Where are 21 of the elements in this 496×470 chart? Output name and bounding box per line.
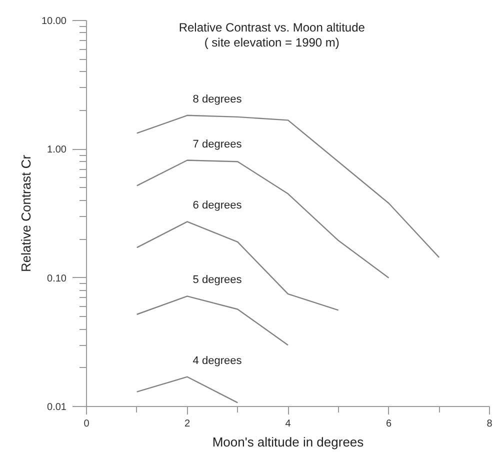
line-series	[136, 114, 440, 258]
y-axis-title: Relative Contrast Cr	[18, 154, 34, 272]
text: ( site elevation = 1990 m)	[204, 36, 340, 50]
x-tick-label: 6	[386, 418, 392, 430]
x-tick-label: 0	[84, 418, 90, 430]
x-tick-label: 2	[184, 418, 190, 430]
y-tick-label: 0.01	[47, 402, 67, 413]
x-axis-title: Moon's altitude in degrees	[212, 434, 364, 450]
chart-title: Relative Contrast vs. Moon altitude	[178, 20, 366, 34]
x-tick-label: 4	[285, 418, 292, 430]
series-label: 6 degrees	[192, 200, 242, 212]
y-tick-label: 10.00	[41, 16, 67, 27]
x-tick-label: 8	[486, 418, 493, 430]
series-label: 8 degrees	[192, 93, 242, 106]
series-label: 4 degrees	[192, 354, 242, 367]
series-label: 5 degrees	[192, 274, 242, 286]
line-series	[136, 296, 289, 346]
series-label: 7 degrees	[192, 138, 242, 150]
line-series	[136, 221, 339, 311]
y-tick-label: 1.00	[47, 144, 67, 156]
y-tick-label: 0.10	[47, 273, 67, 284]
